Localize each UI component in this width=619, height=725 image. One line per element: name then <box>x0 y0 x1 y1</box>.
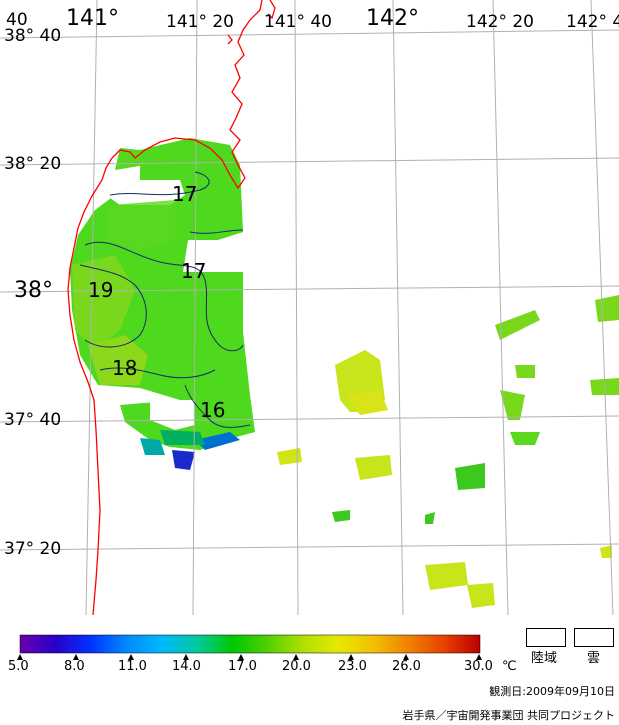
land-key-label: 陸域 <box>531 651 558 666</box>
colorbar-tick-mark <box>73 654 79 660</box>
colorbar-tick-mark <box>128 654 134 660</box>
latitude-label-38-20: 38° 20 <box>4 154 62 174</box>
colorbar-tick-mark <box>238 654 244 660</box>
project-credit: 岩手県／宇宙開発事業団 共同プロジェクト <box>402 709 616 722</box>
cloud-key-label: 雲 <box>587 651 601 666</box>
colorbar-tick-mark <box>183 654 189 660</box>
land-key-swatch <box>526 628 566 647</box>
colorbar-tick-label: 17.0 <box>228 659 257 674</box>
colorbar-tick-mark <box>403 654 409 660</box>
longitude-label-142-40: 142° 40 <box>566 12 619 32</box>
latitude-label-38-40: 38° 40 <box>4 26 62 46</box>
colorbar-ticks <box>17 654 482 660</box>
sst-offshore-patches <box>277 295 619 608</box>
cloud-key-swatch <box>574 628 614 647</box>
longitude-label-141-20: 141° 20 <box>166 12 234 32</box>
colorbar-tick-label: 26.0 <box>392 659 421 674</box>
longitude-label-141: 141° <box>66 6 119 31</box>
coastline <box>67 0 276 616</box>
latitude-label-37-40: 37° 40 <box>4 410 62 430</box>
longitude-label-141-40: 141° 40 <box>264 12 332 32</box>
corner-label: 40 <box>6 10 28 30</box>
colorbar-tick-label: 14.0 <box>172 659 201 674</box>
isotherm-label: 17 <box>172 182 198 206</box>
isotherm-label: 18 <box>112 356 138 380</box>
colorbar-tick-mark <box>348 654 354 660</box>
colorbar-tick-mark <box>17 654 23 660</box>
colorbar-unit: ℃ <box>502 659 517 674</box>
isotherm-label: 17 <box>181 259 207 283</box>
graticule <box>0 0 619 616</box>
latitude-label-38: 38° <box>14 278 53 303</box>
colorbar-tick-label: 11.0 <box>118 659 147 674</box>
colorbar-tick-label: 20.0 <box>282 659 311 674</box>
colorbar-tick-label: 23.0 <box>338 659 367 674</box>
sst-main-patch <box>70 138 255 470</box>
isotherm-label: 19 <box>88 278 114 302</box>
isotherm-contours <box>79 171 251 428</box>
temperature-colorbar <box>19 634 481 654</box>
longitude-label-142-20: 142° 20 <box>466 12 534 32</box>
colorbar-tick-label: 5.0 <box>8 659 29 674</box>
longitude-label-142: 142° <box>366 6 419 31</box>
isotherm-label: 16 <box>200 398 226 422</box>
colorbar-tick-mark <box>476 654 482 660</box>
colorbar-tick-mark <box>293 654 299 660</box>
colorbar-tick-label: 30.0 <box>464 659 493 674</box>
latitude-label-37-20: 37° 20 <box>4 539 62 559</box>
observation-date: 観測日:2009年09月10日 <box>489 685 615 698</box>
colorbar-tick-label: 8.0 <box>64 659 85 674</box>
